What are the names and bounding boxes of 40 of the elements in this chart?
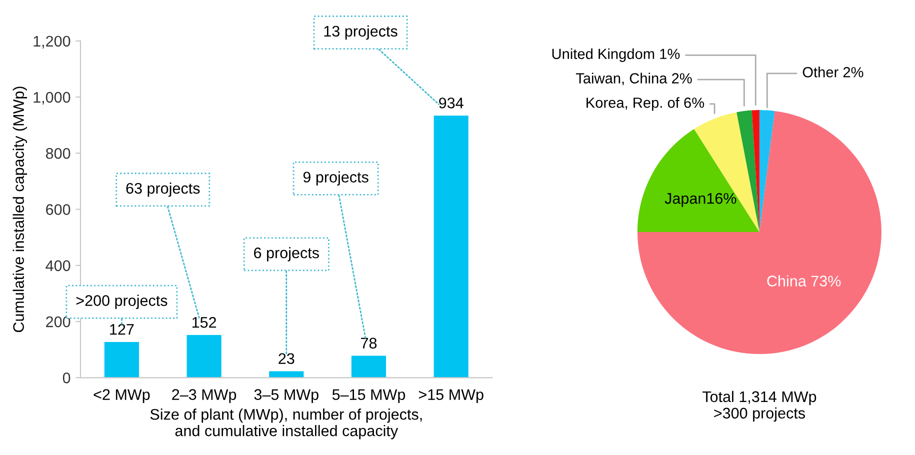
bar — [434, 116, 468, 378]
data-label: 152 — [192, 316, 216, 328]
slice-label: China 73% — [767, 275, 841, 286]
annotation: 6 projects — [254, 247, 319, 262]
bar — [104, 342, 139, 378]
text: 13 projects — [324, 25, 398, 40]
pie-slice — [736, 110, 760, 232]
y-tick-label: 0 — [62, 372, 70, 384]
x-tick-label: 3–5 MWp — [254, 389, 318, 404]
slice-label: United Kingdom 1% — [552, 48, 680, 62]
annotation: 63 projects — [126, 182, 200, 197]
text: Total 1,314 MWp >300 projects — [702, 390, 816, 422]
x-tick-label: 2–3 MWp — [172, 389, 236, 404]
annotation: 9 projects — [303, 171, 368, 186]
data-label: 934 — [439, 98, 464, 108]
slice-label: Japan16% — [664, 193, 736, 207]
x-tick-label: 5–15 MWp — [332, 389, 406, 404]
bar — [351, 356, 386, 378]
slice-label: Korea, Rep. of 6% — [586, 97, 704, 111]
bar — [269, 371, 304, 378]
y-tick-label: 800 — [46, 148, 70, 159]
x-tick-label: <2 MWp — [94, 389, 150, 404]
y-tick-label: 200 — [46, 316, 70, 328]
data-label: 23 — [278, 353, 294, 364]
y-tick-label: 600 — [46, 204, 70, 215]
annotation: >200 projects — [76, 294, 168, 310]
pie-slice — [637, 129, 760, 232]
x-tick-label: >15 MWp — [418, 389, 484, 404]
data-label: 127 — [110, 324, 134, 335]
pie-slice — [637, 111, 882, 354]
y-axis-title: Cumulative installed capacity (MWp) — [12, 86, 28, 332]
x-axis-title: Size of plant (MWp), number of projects, and cumulative installed capacity — [150, 408, 422, 440]
y-tick-label: 1,200 — [34, 36, 70, 48]
slice-label: Other 2% — [802, 66, 864, 78]
y-tick-label: 400 — [46, 260, 70, 272]
data-label: 78 — [361, 338, 377, 349]
bar — [186, 335, 222, 378]
pie-slice — [759, 110, 775, 232]
y-tick-label: 1,000 — [34, 92, 70, 105]
slice-label: Taiwan, China 2% — [576, 72, 692, 86]
